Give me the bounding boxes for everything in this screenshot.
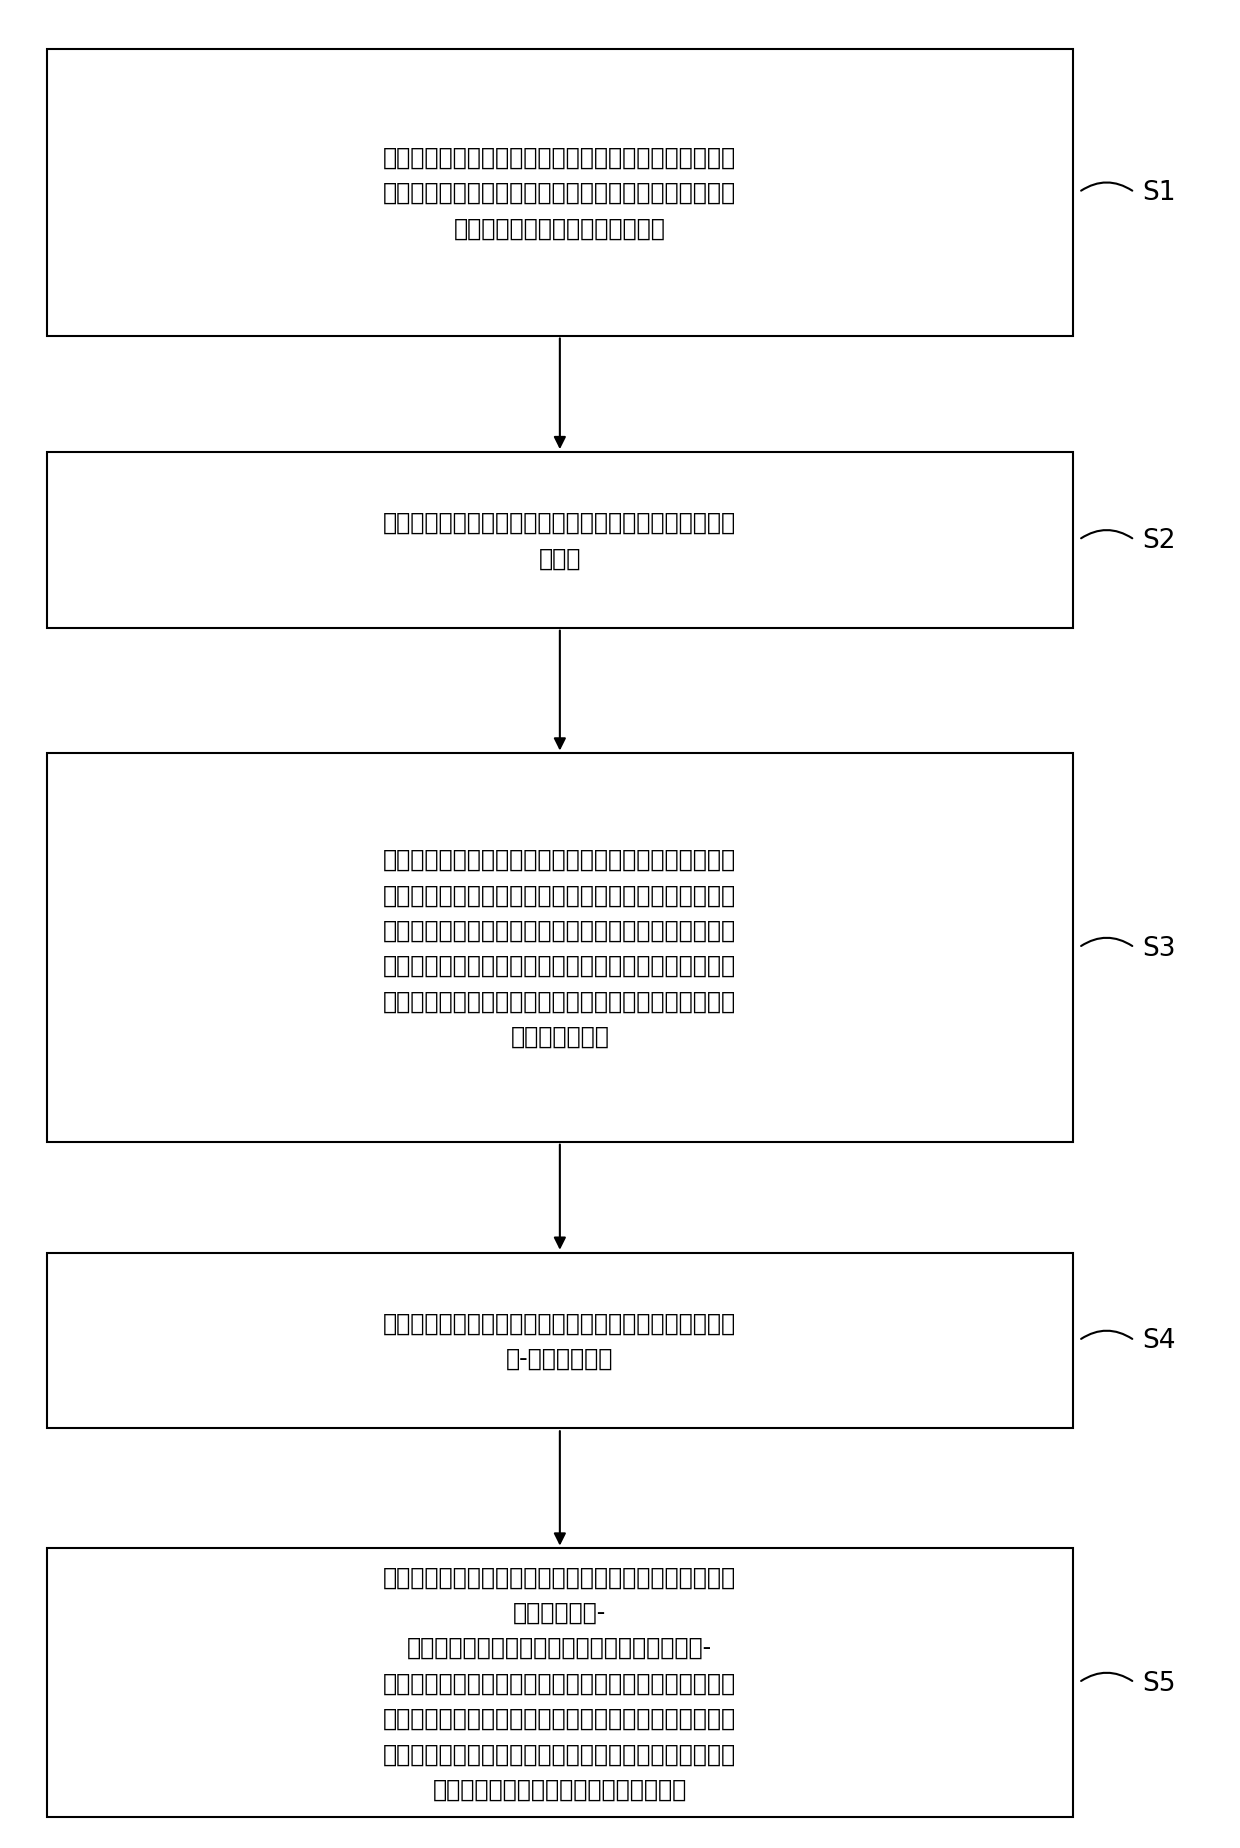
Text: S1: S1 bbox=[1142, 179, 1177, 207]
Text: S2: S2 bbox=[1142, 527, 1177, 554]
Text: S5: S5 bbox=[1142, 1669, 1177, 1696]
Bar bbox=[47, 453, 1073, 628]
Text: 将待制作板材固定在按压部件和具有阶梯状内腔的凹模的
侧壁之间，所述按压部件和所述凹模的侧壁中分别设置有
上端部缩径线圈和下端部缩径线圈: 将待制作板材固定在按压部件和具有阶梯状内腔的凹模的 侧壁之间，所述按压部件和所述… bbox=[383, 146, 737, 240]
Bar bbox=[47, 1253, 1073, 1429]
Text: S3: S3 bbox=[1142, 935, 1177, 961]
Text: 将所述多层平板螺旋轴向拉伸线圈替换为多层平板螺旋径
向-轴向拉伸线圈: 将所述多层平板螺旋轴向拉伸线圈替换为多层平板螺旋径 向-轴向拉伸线圈 bbox=[383, 1310, 737, 1371]
Bar bbox=[47, 1549, 1073, 1817]
Bar bbox=[47, 50, 1073, 336]
Text: S4: S4 bbox=[1142, 1327, 1177, 1355]
Text: 对所述上端部缩径线圈、所述下端部缩径线圈和所述多层
平板螺旋轴向拉伸线圈通电，利用所述多层平板螺旋轴向
拉伸线圈对所述待制作板材施加轴向下压电磁力的同时，
利用: 对所述上端部缩径线圈、所述下端部缩径线圈和所述多层 平板螺旋轴向拉伸线圈通电，利… bbox=[383, 848, 737, 1048]
Bar bbox=[47, 754, 1073, 1142]
Text: 在所述内腔的上方的预留空间内放置多层平板螺旋轴向拉
伸线圈: 在所述内腔的上方的预留空间内放置多层平板螺旋轴向拉 伸线圈 bbox=[383, 510, 737, 571]
Text: 对所述上端部缩径线圈、所述下端部缩径线圈和所述多层
平板螺旋径向-
轴向拉伸线圈通电，利用所述多层平板螺旋径向-
轴向拉伸线圈对所述锥形件施加径向向内压缩电磁力: 对所述上端部缩径线圈、所述下端部缩径线圈和所述多层 平板螺旋径向- 轴向拉伸线圈… bbox=[383, 1565, 737, 1800]
